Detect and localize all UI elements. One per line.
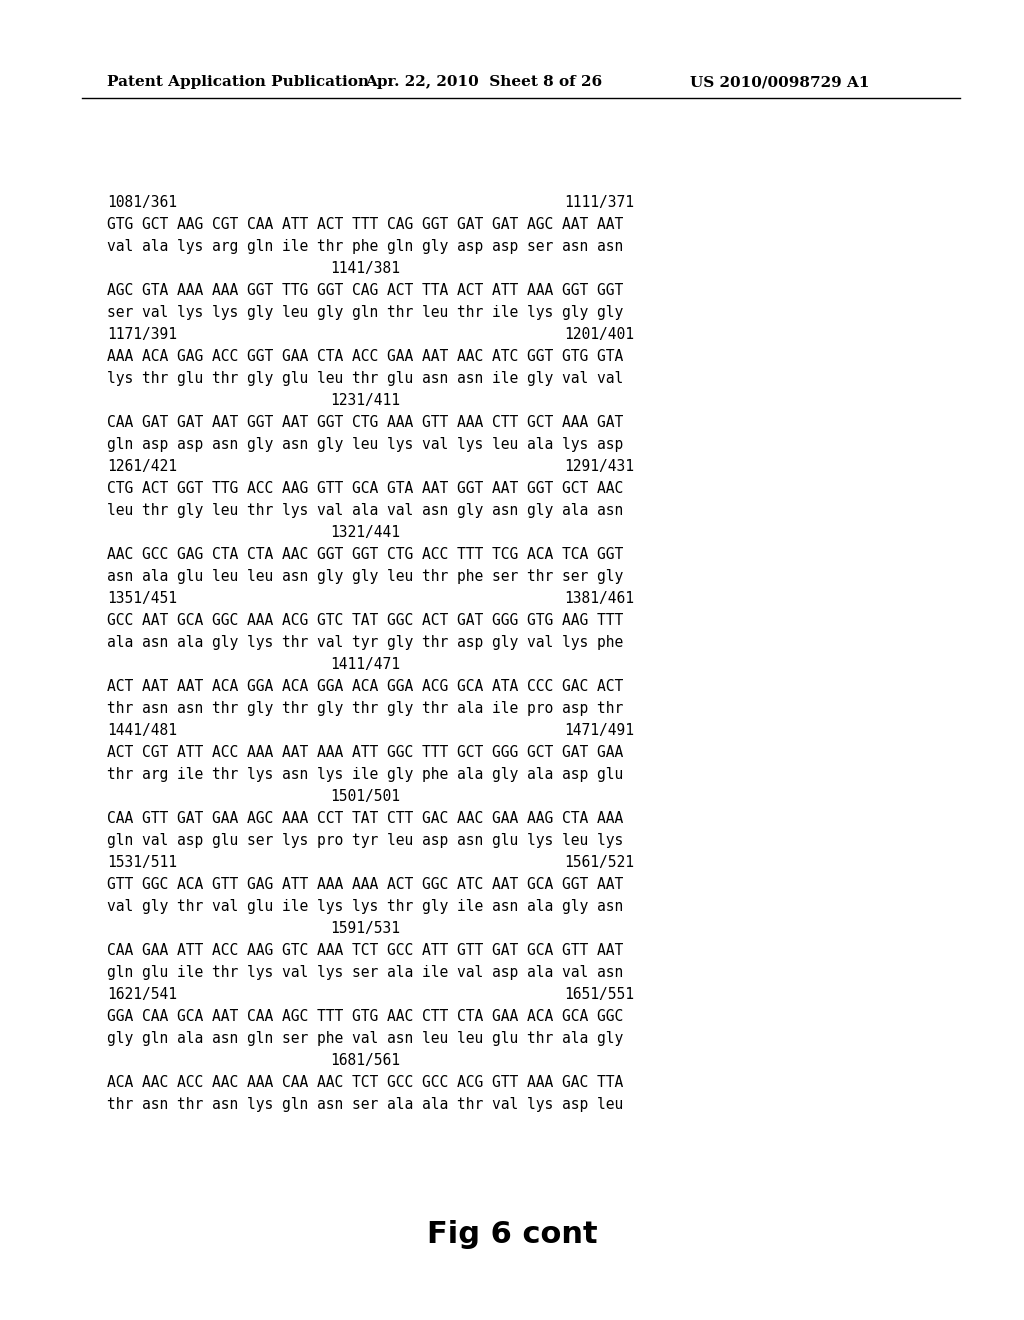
Text: 1501/501: 1501/501 (330, 789, 400, 804)
Text: Apr. 22, 2010  Sheet 8 of 26: Apr. 22, 2010 Sheet 8 of 26 (365, 75, 602, 88)
Text: 1381/461: 1381/461 (564, 591, 634, 606)
Text: CAA GAA ATT ACC AAG GTC AAA TCT GCC ATT GTT GAT GCA GTT AAT: CAA GAA ATT ACC AAG GTC AAA TCT GCC ATT … (106, 942, 624, 958)
Text: thr asn thr asn lys gln asn ser ala ala thr val lys asp leu: thr asn thr asn lys gln asn ser ala ala … (106, 1097, 624, 1111)
Text: lys thr glu thr gly glu leu thr glu asn asn ile gly val val: lys thr glu thr gly glu leu thr glu asn … (106, 371, 624, 385)
Text: gly gln ala asn gln ser phe val asn leu leu glu thr ala gly: gly gln ala asn gln ser phe val asn leu … (106, 1031, 624, 1045)
Text: CAA GTT GAT GAA AGC AAA CCT TAT CTT GAC AAC GAA AAG CTA AAA: CAA GTT GAT GAA AGC AAA CCT TAT CTT GAC … (106, 810, 624, 826)
Text: 1411/471: 1411/471 (330, 657, 400, 672)
Text: AAA ACA GAG ACC GGT GAA CTA ACC GAA AAT AAC ATC GGT GTG GTA: AAA ACA GAG ACC GGT GAA CTA ACC GAA AAT … (106, 348, 624, 364)
Text: GGA CAA GCA AAT CAA AGC TTT GTG AAC CTT CTA GAA ACA GCA GGC: GGA CAA GCA AAT CAA AGC TTT GTG AAC CTT … (106, 1008, 624, 1024)
Text: GTT GGC ACA GTT GAG ATT AAA AAA ACT GGC ATC AAT GCA GGT AAT: GTT GGC ACA GTT GAG ATT AAA AAA ACT GGC … (106, 876, 624, 892)
Text: 1681/561: 1681/561 (330, 1053, 400, 1068)
Text: 1561/521: 1561/521 (564, 855, 634, 870)
Text: 1441/481: 1441/481 (106, 723, 177, 738)
Text: 1351/451: 1351/451 (106, 591, 177, 606)
Text: 1201/401: 1201/401 (564, 327, 634, 342)
Text: gln glu ile thr lys val lys ser ala ile val asp ala val asn: gln glu ile thr lys val lys ser ala ile … (106, 965, 624, 979)
Text: gln val asp glu ser lys pro tyr leu asp asn glu lys leu lys: gln val asp glu ser lys pro tyr leu asp … (106, 833, 624, 847)
Text: ACT AAT AAT ACA GGA ACA GGA ACA GGA ACG GCA ATA CCC GAC ACT: ACT AAT AAT ACA GGA ACA GGA ACA GGA ACG … (106, 678, 624, 694)
Text: ACT CGT ATT ACC AAA AAT AAA ATT GGC TTT GCT GGG GCT GAT GAA: ACT CGT ATT ACC AAA AAT AAA ATT GGC TTT … (106, 744, 624, 760)
Text: US 2010/0098729 A1: US 2010/0098729 A1 (690, 75, 869, 88)
Text: leu thr gly leu thr lys val ala val asn gly asn gly ala asn: leu thr gly leu thr lys val ala val asn … (106, 503, 624, 517)
Text: thr asn asn thr gly thr gly thr gly thr ala ile pro asp thr: thr asn asn thr gly thr gly thr gly thr … (106, 701, 624, 715)
Text: asn ala glu leu leu asn gly gly leu thr phe ser thr ser gly: asn ala glu leu leu asn gly gly leu thr … (106, 569, 624, 583)
Text: CAA GAT GAT AAT GGT AAT GGT CTG AAA GTT AAA CTT GCT AAA GAT: CAA GAT GAT AAT GGT AAT GGT CTG AAA GTT … (106, 414, 624, 430)
Text: Patent Application Publication: Patent Application Publication (106, 75, 369, 88)
Text: 1591/531: 1591/531 (330, 921, 400, 936)
Text: 1111/371: 1111/371 (564, 195, 634, 210)
Text: ser val lys lys gly leu gly gln thr leu thr ile lys gly gly: ser val lys lys gly leu gly gln thr leu … (106, 305, 624, 319)
Text: 1621/541: 1621/541 (106, 987, 177, 1002)
Text: 1651/551: 1651/551 (564, 987, 634, 1002)
Text: Fig 6 cont: Fig 6 cont (427, 1220, 597, 1249)
Text: AAC GCC GAG CTA CTA AAC GGT GGT CTG ACC TTT TCG ACA TCA GGT: AAC GCC GAG CTA CTA AAC GGT GGT CTG ACC … (106, 546, 624, 562)
Text: 1531/511: 1531/511 (106, 855, 177, 870)
Text: CTG ACT GGT TTG ACC AAG GTT GCA GTA AAT GGT AAT GGT GCT AAC: CTG ACT GGT TTG ACC AAG GTT GCA GTA AAT … (106, 480, 624, 496)
Text: ala asn ala gly lys thr val tyr gly thr asp gly val lys phe: ala asn ala gly lys thr val tyr gly thr … (106, 635, 624, 649)
Text: GCC AAT GCA GGC AAA ACG GTC TAT GGC ACT GAT GGG GTG AAG TTT: GCC AAT GCA GGC AAA ACG GTC TAT GGC ACT … (106, 612, 624, 628)
Text: 1321/441: 1321/441 (330, 525, 400, 540)
Text: 1291/431: 1291/431 (564, 459, 634, 474)
Text: val gly thr val glu ile lys lys thr gly ile asn ala gly asn: val gly thr val glu ile lys lys thr gly … (106, 899, 624, 913)
Text: GTG GCT AAG CGT CAA ATT ACT TTT CAG GGT GAT GAT AGC AAT AAT: GTG GCT AAG CGT CAA ATT ACT TTT CAG GGT … (106, 216, 624, 232)
Text: 1231/411: 1231/411 (330, 393, 400, 408)
Text: 1471/491: 1471/491 (564, 723, 634, 738)
Text: thr arg ile thr lys asn lys ile gly phe ala gly ala asp glu: thr arg ile thr lys asn lys ile gly phe … (106, 767, 624, 781)
Text: 1081/361: 1081/361 (106, 195, 177, 210)
Text: 1261/421: 1261/421 (106, 459, 177, 474)
Text: ACA AAC ACC AAC AAA CAA AAC TCT GCC GCC ACG GTT AAA GAC TTA: ACA AAC ACC AAC AAA CAA AAC TCT GCC GCC … (106, 1074, 624, 1090)
Text: val ala lys arg gln ile thr phe gln gly asp asp ser asn asn: val ala lys arg gln ile thr phe gln gly … (106, 239, 624, 253)
Text: 1171/391: 1171/391 (106, 327, 177, 342)
Text: gln asp asp asn gly asn gly leu lys val lys leu ala lys asp: gln asp asp asn gly asn gly leu lys val … (106, 437, 624, 451)
Text: AGC GTA AAA AAA GGT TTG GGT CAG ACT TTA ACT ATT AAA GGT GGT: AGC GTA AAA AAA GGT TTG GGT CAG ACT TTA … (106, 282, 624, 298)
Text: 1141/381: 1141/381 (330, 261, 400, 276)
